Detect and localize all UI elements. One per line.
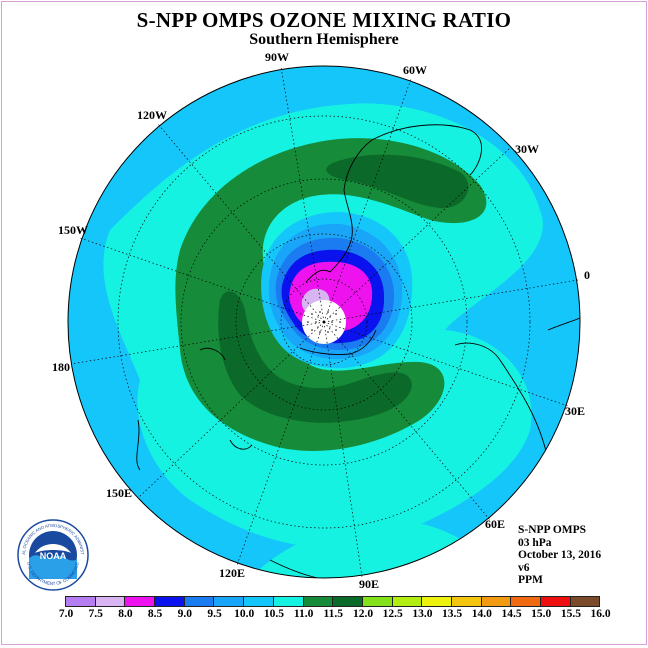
colorbar-tick-label: 7.5: [88, 608, 103, 620]
colorbar-tick-label: 16.0: [590, 608, 611, 620]
longitude-label-120w: 120W: [137, 108, 167, 122]
noaa-logo: NOAA NATIONAL OCEANIC AND ATMOSPHERIC AD…: [17, 519, 89, 591]
colorbar-tick-label: 11.5: [323, 608, 344, 620]
units-label: PPM: [518, 574, 543, 586]
colorbar-swatch: [361, 596, 393, 607]
longitude-label-180: 180: [52, 360, 70, 374]
colorbar-tick-label: 15.0: [531, 608, 552, 620]
longitude-label-60w: 60W: [403, 63, 427, 77]
product-info: S-NPP OMPS 03 hPa October 13, 2016 v6 PP…: [518, 524, 601, 587]
colorbar-tick-label: 12.0: [352, 608, 374, 620]
longitude-label-150e: 150E: [106, 486, 133, 500]
colorbar-swatch: [421, 596, 452, 607]
colorbar-tick-label: 8.0: [118, 608, 133, 620]
graticule: [70, 66, 579, 578]
longitude-label-60e: 60E: [485, 517, 506, 531]
colorbar-swatch: [154, 596, 185, 607]
colorbar-tick-label: 14.5: [501, 608, 522, 620]
colorbar-tick-label: 9.5: [207, 608, 222, 620]
longitude-label-0: 0: [584, 268, 590, 282]
colorbar-tick-label: 13.0: [412, 608, 433, 620]
longitude-label-90e: 90E: [359, 577, 380, 591]
colorbar-swatch: [391, 596, 423, 607]
longitude-label-30w: 30W: [515, 142, 539, 156]
colorbar: [65, 596, 601, 607]
colorbar-tick-label: 11.0: [293, 608, 314, 620]
colorbar-ticks: 7.0 7.5 8.0 8.5 9.0 9.5 10.0 10.5 11.0 11.5 12.0 12…: [0, 608, 648, 622]
colorbar-swatch: [94, 596, 126, 607]
longitude-label-30e: 30E: [565, 404, 586, 418]
colorbar-tick-label: 14.0: [471, 608, 492, 620]
ozone-band-cyan-south: [230, 520, 520, 578]
colorbar-tick-label: 8.5: [147, 608, 163, 620]
colorbar-swatch: [450, 596, 482, 607]
colorbar-tick-label: 15.5: [560, 608, 581, 620]
map-title: S-NPP OMPS OZONE MIXING RATIO: [136, 8, 512, 32]
colorbar-swatch: [540, 596, 571, 607]
colorbar-tick-label: 10.0: [234, 608, 255, 620]
ozone-band-darkgreen-west: [218, 291, 412, 423]
colorbar-tick-label: 13.5: [442, 608, 463, 620]
longitude-label-120e: 120E: [219, 566, 246, 580]
colorbar-tick-label: 12.5: [382, 608, 403, 620]
colorbar-swatch: [183, 596, 215, 607]
colorbar-swatch: [124, 596, 156, 607]
map-outline: [67, 65, 581, 579]
colorbar-swatch: [243, 596, 274, 607]
colorbar-swatch: [480, 596, 512, 607]
pressure-level-label: 03 hPa: [518, 536, 552, 549]
colorbar-tick-label: 10.5: [263, 608, 284, 620]
date-label: October 13, 2016: [518, 549, 602, 561]
colorbar-swatch: [510, 596, 541, 607]
instrument-label: S-NPP OMPS: [518, 524, 587, 536]
colorbar-swatch: [332, 596, 363, 607]
colorbar-swatch: [302, 596, 334, 607]
version-label: v6: [518, 561, 530, 574]
noaa-logo-text: NOAA: [40, 551, 67, 561]
colorbar-tick-label: 9.0: [177, 608, 192, 620]
ozone-band-darkgreen-north: [326, 154, 469, 209]
colorbar-swatch: [213, 596, 245, 607]
map-subtitle: Southern Hemisphere: [249, 31, 399, 48]
longitude-label-90w: 90W: [265, 50, 289, 64]
pole-dots: [307, 311, 341, 333]
colorbar-swatch: [272, 596, 304, 607]
longitude-label-150w: 150W: [58, 223, 88, 237]
colorbar-swatch: [569, 596, 601, 607]
colorbar-tick-label: 7.0: [58, 608, 74, 620]
colorbar-swatch: [65, 596, 96, 607]
